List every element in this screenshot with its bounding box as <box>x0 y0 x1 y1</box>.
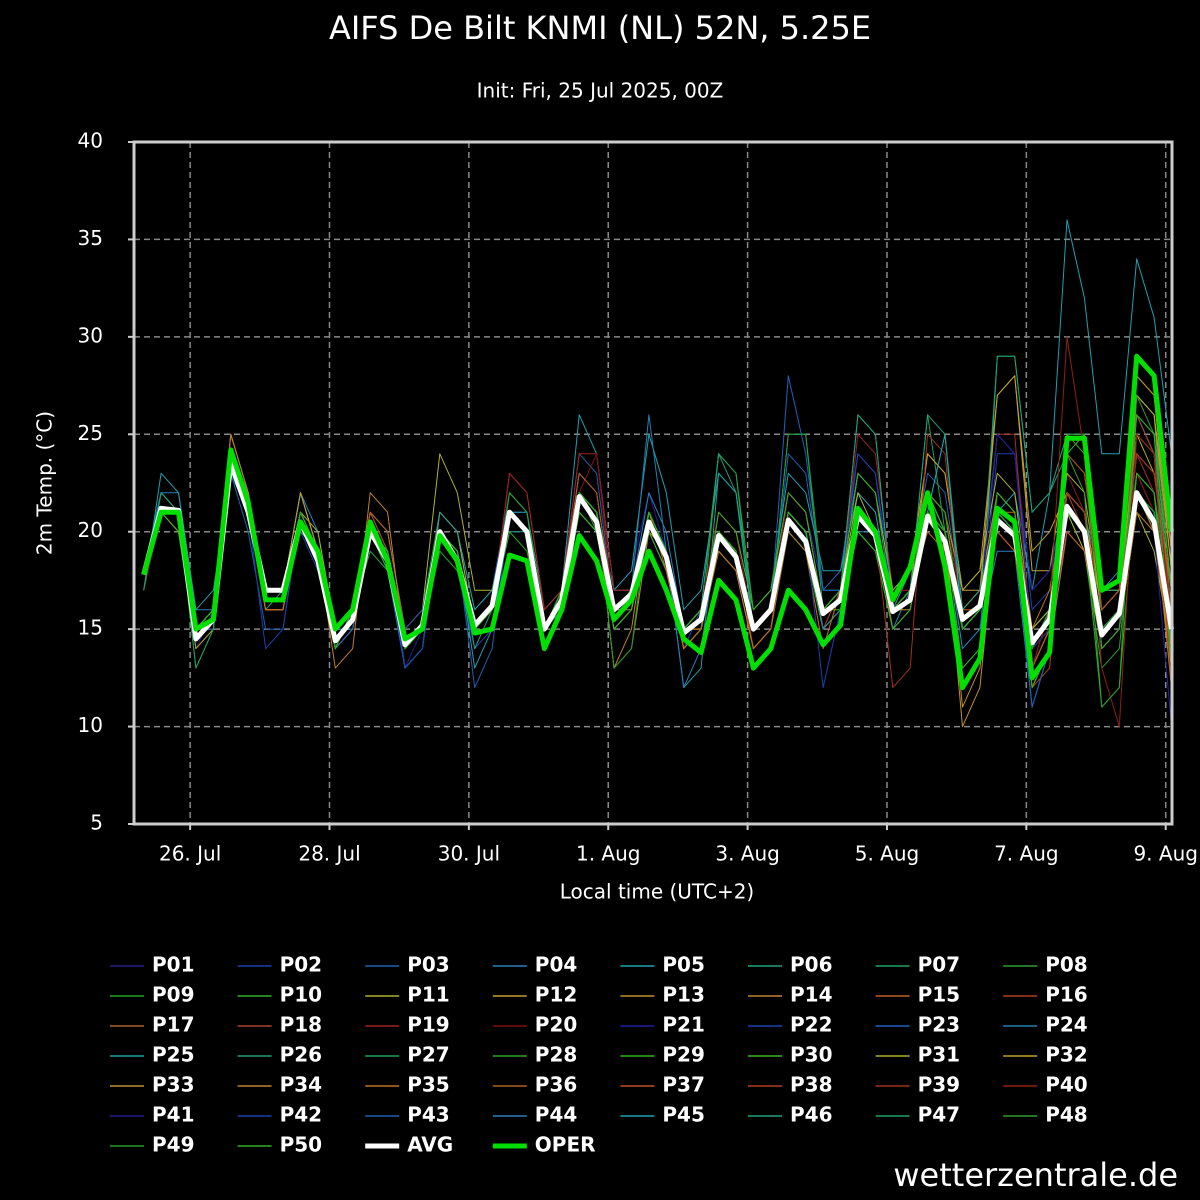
y-tick-label: 35 <box>78 226 103 250</box>
x-tick-label: 7. Aug <box>994 842 1059 866</box>
legend-label: P19 <box>407 1013 450 1037</box>
legend-label: P14 <box>790 983 833 1007</box>
legend-label: P50 <box>280 1133 323 1157</box>
legend-label: P26 <box>280 1043 323 1067</box>
plot-frame <box>132 140 1174 826</box>
legend-label: P29 <box>662 1043 705 1067</box>
legend-label: P15 <box>918 983 961 1007</box>
legend-label: P34 <box>280 1073 323 1097</box>
series-line <box>143 453 1172 708</box>
legend-label: P10 <box>280 983 323 1007</box>
legend-label: P04 <box>535 953 578 977</box>
legend-label: OPER <box>535 1133 596 1157</box>
legend-label: P33 <box>152 1073 195 1097</box>
legend-label: P41 <box>152 1103 195 1127</box>
series-line <box>141 353 1174 691</box>
legend-label: P47 <box>918 1103 961 1127</box>
x-tick-label: 1. Aug <box>576 842 641 866</box>
legend-label: P39 <box>918 1073 961 1097</box>
legend-label: P36 <box>535 1073 578 1097</box>
legend-label: P21 <box>662 1013 705 1037</box>
legend-label: P07 <box>918 953 961 977</box>
legend-label: P03 <box>407 953 450 977</box>
legend-label: P24 <box>1045 1013 1088 1037</box>
y-tick-label: 15 <box>78 616 103 640</box>
legend-label: P05 <box>662 953 705 977</box>
legend-label: P23 <box>918 1013 961 1037</box>
series-line <box>141 461 1174 648</box>
y-tick-label: 40 <box>78 129 103 153</box>
y-tick-label: 5 <box>90 811 103 835</box>
source-watermark: wetterzentrale.de <box>893 1156 1178 1194</box>
y-tick-label: 10 <box>78 713 103 737</box>
plot-lines <box>141 219 1174 728</box>
legend-label: P11 <box>407 983 450 1007</box>
legend-label: P01 <box>152 953 195 977</box>
legend-label: P20 <box>535 1013 578 1037</box>
series-line <box>143 219 1172 669</box>
legend-label: P17 <box>152 1013 195 1037</box>
y-tick-label: 20 <box>78 518 103 542</box>
chart-title: AIFS De Bilt KNMI (NL) 52N, 5.25E <box>329 9 871 47</box>
legend-label: P44 <box>535 1103 578 1127</box>
legend-label: P32 <box>1045 1043 1088 1067</box>
legend-label: P40 <box>1045 1073 1088 1097</box>
legend-label: P43 <box>407 1103 450 1127</box>
legend-label: P48 <box>1045 1103 1088 1127</box>
y-tick-label: 25 <box>78 421 103 445</box>
legend-label: P18 <box>280 1013 323 1037</box>
legend-label: P02 <box>280 953 323 977</box>
series-line <box>143 453 1172 708</box>
series-line <box>143 453 1172 708</box>
y-tick-label: 30 <box>78 323 103 347</box>
legend-label: AVG <box>407 1133 453 1157</box>
legend-label: P30 <box>790 1043 833 1067</box>
legend-label: P45 <box>662 1103 705 1127</box>
y-axis-label: 2m Temp. (°C) <box>33 411 57 555</box>
chart-subtitle: Init: Fri, 25 Jul 2025, 00Z <box>477 79 724 103</box>
legend-label: P49 <box>152 1133 195 1157</box>
legend-label: P31 <box>918 1043 961 1067</box>
x-tick-label: 26. Jul <box>159 842 221 866</box>
legend-label: P38 <box>790 1073 833 1097</box>
legend: P01 P02 P03 P04 P05 P06 P07 P08 P09 P10 P11 P12 P13 P… <box>110 953 1088 1157</box>
x-tick-label: 9. Aug <box>1133 842 1198 866</box>
x-tick-label: 3. Aug <box>715 842 780 866</box>
x-tick-label: 30. Jul <box>438 842 500 866</box>
legend-label: P16 <box>1045 983 1088 1007</box>
legend-label: P46 <box>790 1103 833 1127</box>
legend-label: P25 <box>152 1043 195 1067</box>
legend-label: P35 <box>407 1073 450 1097</box>
x-tick-label: 28. Jul <box>298 842 360 866</box>
x-axis-label: Local time (UTC+2) <box>560 880 754 904</box>
grid <box>128 141 1172 830</box>
series-line <box>143 414 1172 708</box>
legend-label: P42 <box>280 1103 323 1127</box>
legend-label: P08 <box>1045 953 1088 977</box>
x-tick-label: 5. Aug <box>855 842 920 866</box>
legend-label: P27 <box>407 1043 450 1067</box>
legend-label: P13 <box>662 983 705 1007</box>
legend-label: P12 <box>535 983 578 1007</box>
legend-label: P22 <box>790 1013 833 1037</box>
legend-label: P37 <box>662 1073 705 1097</box>
legend-label: P06 <box>790 953 833 977</box>
legend-label: P09 <box>152 983 195 1007</box>
legend-label: P28 <box>535 1043 578 1067</box>
